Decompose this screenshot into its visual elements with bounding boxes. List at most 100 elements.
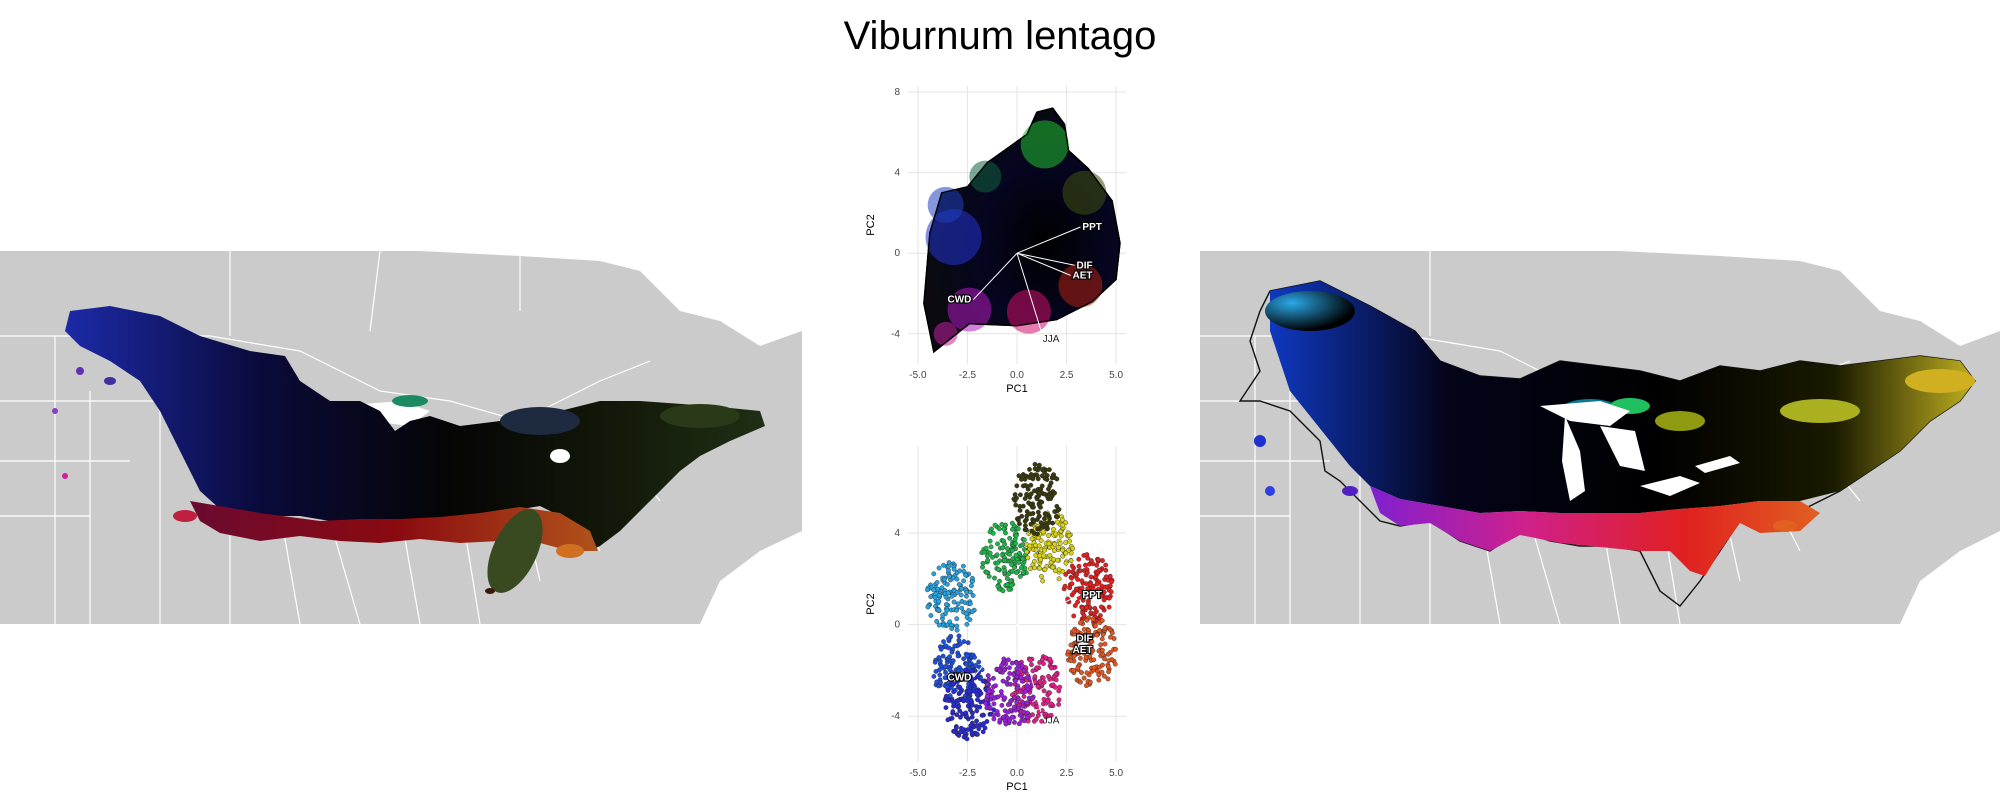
pca-point [969,677,974,682]
y-tick-label: 0 [894,248,900,259]
pca-point [1047,656,1053,662]
pca-point [1012,719,1017,725]
pca-point [1083,655,1089,660]
pca-point [1052,509,1058,514]
pca-point [962,675,968,681]
pca-point [1009,714,1015,720]
pca-point [1081,650,1087,656]
vector-label-cwd: CWD [948,672,972,683]
pca-point [1040,578,1046,584]
pca-point [1048,480,1054,486]
pca-point [1036,514,1042,519]
pca-point [1084,670,1090,676]
pca-point [952,643,958,649]
pca-point [1032,565,1038,571]
ocean-north [420,251,802,346]
pca-point [943,693,949,699]
pca-point [963,572,969,578]
pca-point [978,691,984,696]
pca-point [956,582,962,587]
pca-point [1009,562,1015,567]
pca-point [1032,466,1038,472]
pca-point-cloud [923,107,1121,354]
pca-point [1100,558,1105,563]
pca-point [940,612,946,618]
pca-point [1063,572,1069,577]
pca-point [1060,522,1066,528]
pca-point [1071,613,1077,619]
pca-point [944,697,950,703]
x-tick-label: -5.0 [909,370,927,381]
x-tick-label: 0.0 [1010,370,1024,381]
pca-point [1038,538,1044,543]
pca-point [1054,503,1060,509]
pca-point [1029,536,1035,542]
pca-point [1035,526,1041,532]
pca-point [999,521,1005,527]
pca-point [981,721,986,726]
vector-dif [1016,624,1075,639]
pca-point [991,701,997,707]
y-tick-label: 8 [894,87,900,98]
pca-cluster-9 [983,656,1036,727]
pca-point [970,593,976,598]
pca-point [939,585,945,591]
pca-point [1085,638,1090,643]
left-map-svg [0,251,802,624]
pca-point [1011,704,1017,710]
pca-point [954,576,960,582]
pca-point [1075,577,1081,582]
pca-point [1016,706,1021,711]
pca-point [1047,690,1052,696]
color-wash-6 [1020,120,1069,169]
pca-point [1043,512,1049,518]
pca-point [1007,717,1013,723]
pca-point [958,689,964,695]
x-tick-label: -2.5 [959,370,977,381]
pca-point [1032,674,1038,679]
pca-point [999,702,1005,708]
pca-point [945,687,951,693]
pca-point [1087,581,1093,587]
pca-point [1021,668,1027,673]
pca-point [1088,650,1094,656]
pca-point [943,643,949,649]
pca-point [1020,703,1026,709]
pca-point [1071,667,1076,673]
pca-point [1029,528,1035,534]
pca-point [1106,658,1112,664]
pca-point [992,575,997,581]
pca-point [1099,636,1105,642]
pca-point [980,678,986,684]
pca-point [1021,718,1027,724]
pca-point [1013,570,1019,575]
pca-point [1102,626,1108,631]
pca-point [978,699,984,705]
pca-point [1032,461,1038,467]
pca-point [1108,634,1113,640]
pca-point [962,730,967,736]
vector-aet [1016,624,1071,651]
pca-point [1109,630,1115,636]
pca-point [1070,546,1076,551]
pca-point [1021,694,1027,699]
vector-label-dif: DIF [1076,260,1092,271]
pca-point [954,616,960,622]
pca-point [947,667,953,673]
pca-point [949,593,955,599]
pca-point [1027,466,1032,472]
pca-point [1036,502,1042,508]
pca-point [949,715,955,721]
x-tick-label: 2.5 [1060,768,1074,779]
pca-point [1019,565,1024,571]
pca-point [1017,712,1023,718]
pca-point [1008,582,1014,588]
pca-point [1016,473,1022,479]
pca-point [1013,541,1018,546]
x-tick-label: 2.5 [1060,370,1074,381]
left-map [0,251,802,624]
pca-point [1042,567,1048,572]
pca-point [1035,476,1041,482]
